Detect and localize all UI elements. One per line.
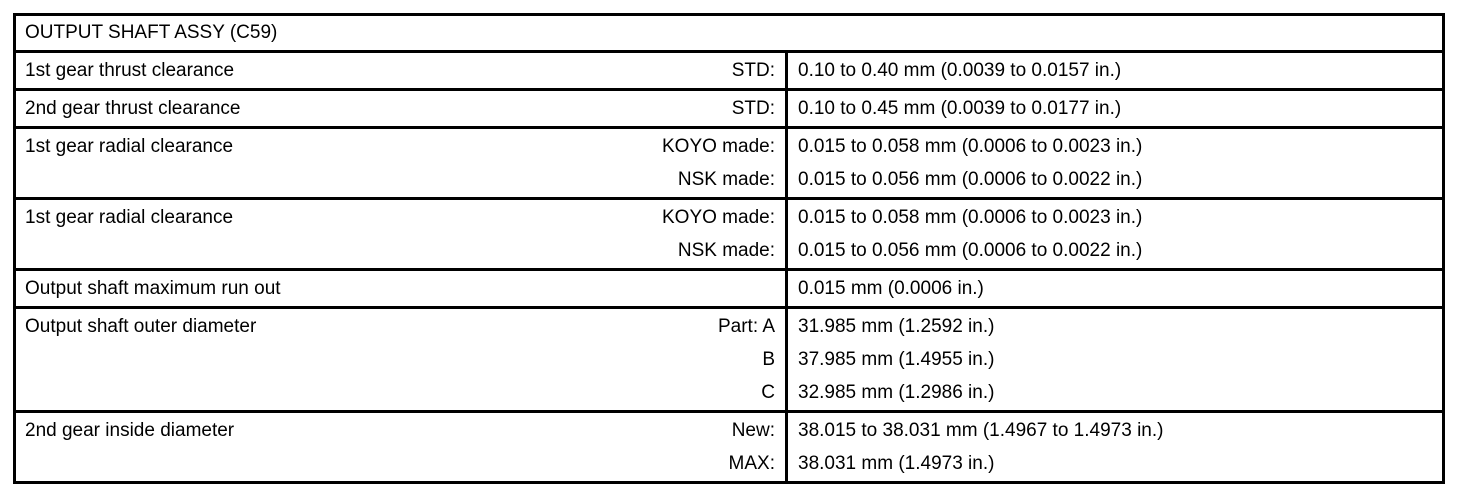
spec-value: 32.985 mm (1.2986 in.) <box>798 382 995 403</box>
spec-conditions: KOYO made: NSK made: <box>662 130 775 196</box>
table-row: Output shaft maximum run out 0.015 mm (0… <box>16 268 1442 306</box>
spec-label: 2nd gear thrust clearance <box>25 98 241 119</box>
condition-label: KOYO made: <box>662 207 775 228</box>
spec-value: 38.015 to 38.031 mm (1.4967 to 1.4973 in… <box>798 420 1164 441</box>
condition-label: MAX: <box>728 453 775 474</box>
spec-label-cell: 2nd gear thrust clearance STD: <box>16 91 785 126</box>
spec-values-cell: 0.015 to 0.058 mm (0.0006 to 0.0023 in.)… <box>785 129 1442 197</box>
table-title: OUTPUT SHAFT ASSY (C59) <box>25 22 278 43</box>
spec-value: 0.10 to 0.40 mm (0.0039 to 0.0157 in.) <box>798 60 1122 81</box>
table-row: 1st gear radial clearance KOYO made: NSK … <box>16 197 1442 268</box>
spec-conditions: STD: <box>732 54 775 87</box>
spec-value: 0.015 to 0.058 mm (0.0006 to 0.0023 in.) <box>798 136 1143 157</box>
table-body: 1st gear thrust clearance STD: 0.10 to 0… <box>16 50 1442 481</box>
spec-values-cell: 0.10 to 0.45 mm (0.0039 to 0.0177 in.) <box>785 91 1442 126</box>
spec-conditions: STD: <box>732 92 775 125</box>
spec-label: 2nd gear inside diameter <box>25 420 235 441</box>
condition-label: NSK made: <box>677 169 775 190</box>
spec-value: 0.015 mm (0.0006 in.) <box>798 278 984 299</box>
spec-table: OUTPUT SHAFT ASSY (C59) 1st gear thrust … <box>13 13 1445 484</box>
condition-label: NSK made: <box>677 240 775 261</box>
spec-label: 1st gear thrust clearance <box>25 60 235 81</box>
spec-label-cell: 1st gear radial clearance KOYO made: NSK … <box>16 129 785 197</box>
spec-label: 1st gear radial clearance <box>25 207 234 228</box>
spec-label-cell: 2nd gear inside diameter New: MAX: <box>16 413 785 481</box>
table-row: 2nd gear inside diameter New: MAX: 38.015… <box>16 410 1442 481</box>
spec-values-cell: 0.015 mm (0.0006 in.) <box>785 271 1442 306</box>
condition-label: STD: <box>731 98 775 119</box>
spec-value: 38.031 mm (1.4973 in.) <box>798 453 995 474</box>
spec-label-cell: Output shaft maximum run out <box>16 271 785 306</box>
condition-label: Part: A <box>717 316 775 337</box>
condition-label: New: <box>731 420 775 441</box>
table-row: 2nd gear thrust clearance STD: 0.10 to 0… <box>16 88 1442 126</box>
spec-value: 0.015 to 0.058 mm (0.0006 to 0.0023 in.) <box>798 207 1143 228</box>
condition-label: STD: <box>731 60 775 81</box>
spec-label: Output shaft maximum run out <box>25 278 281 299</box>
spec-value: 0.015 to 0.056 mm (0.0006 to 0.0022 in.) <box>798 240 1143 261</box>
spec-label-cell: 1st gear thrust clearance STD: <box>16 53 785 88</box>
spec-conditions: New: MAX: <box>729 414 775 480</box>
spec-label: 1st gear radial clearance <box>25 136 234 157</box>
spec-values-cell: 0.10 to 0.40 mm (0.0039 to 0.0157 in.) <box>785 53 1442 88</box>
spec-value: 0.015 to 0.056 mm (0.0006 to 0.0022 in.) <box>798 169 1143 190</box>
spec-value: 37.985 mm (1.4955 in.) <box>798 349 995 370</box>
spec-label: Output shaft outer diameter <box>25 316 257 337</box>
condition-label: C <box>761 382 775 403</box>
spec-values-cell: 38.015 to 38.031 mm (1.4967 to 1.4973 in… <box>785 413 1442 481</box>
table-row: 1st gear radial clearance KOYO made: NSK … <box>16 126 1442 197</box>
condition-label: KOYO made: <box>662 136 775 157</box>
spec-conditions: KOYO made: NSK made: <box>662 201 775 267</box>
spec-values-cell: 0.015 to 0.058 mm (0.0006 to 0.0023 in.)… <box>785 200 1442 268</box>
spec-value: 0.10 to 0.45 mm (0.0039 to 0.0177 in.) <box>798 98 1122 119</box>
condition-label: B <box>762 349 775 370</box>
table-row: 1st gear thrust clearance STD: 0.10 to 0… <box>16 50 1442 88</box>
spec-value: 31.985 mm (1.2592 in.) <box>798 316 995 337</box>
spec-label-cell: 1st gear radial clearance KOYO made: NSK … <box>16 200 785 268</box>
spec-values-cell: 31.985 mm (1.2592 in.) 37.985 mm (1.4955 … <box>785 309 1442 410</box>
